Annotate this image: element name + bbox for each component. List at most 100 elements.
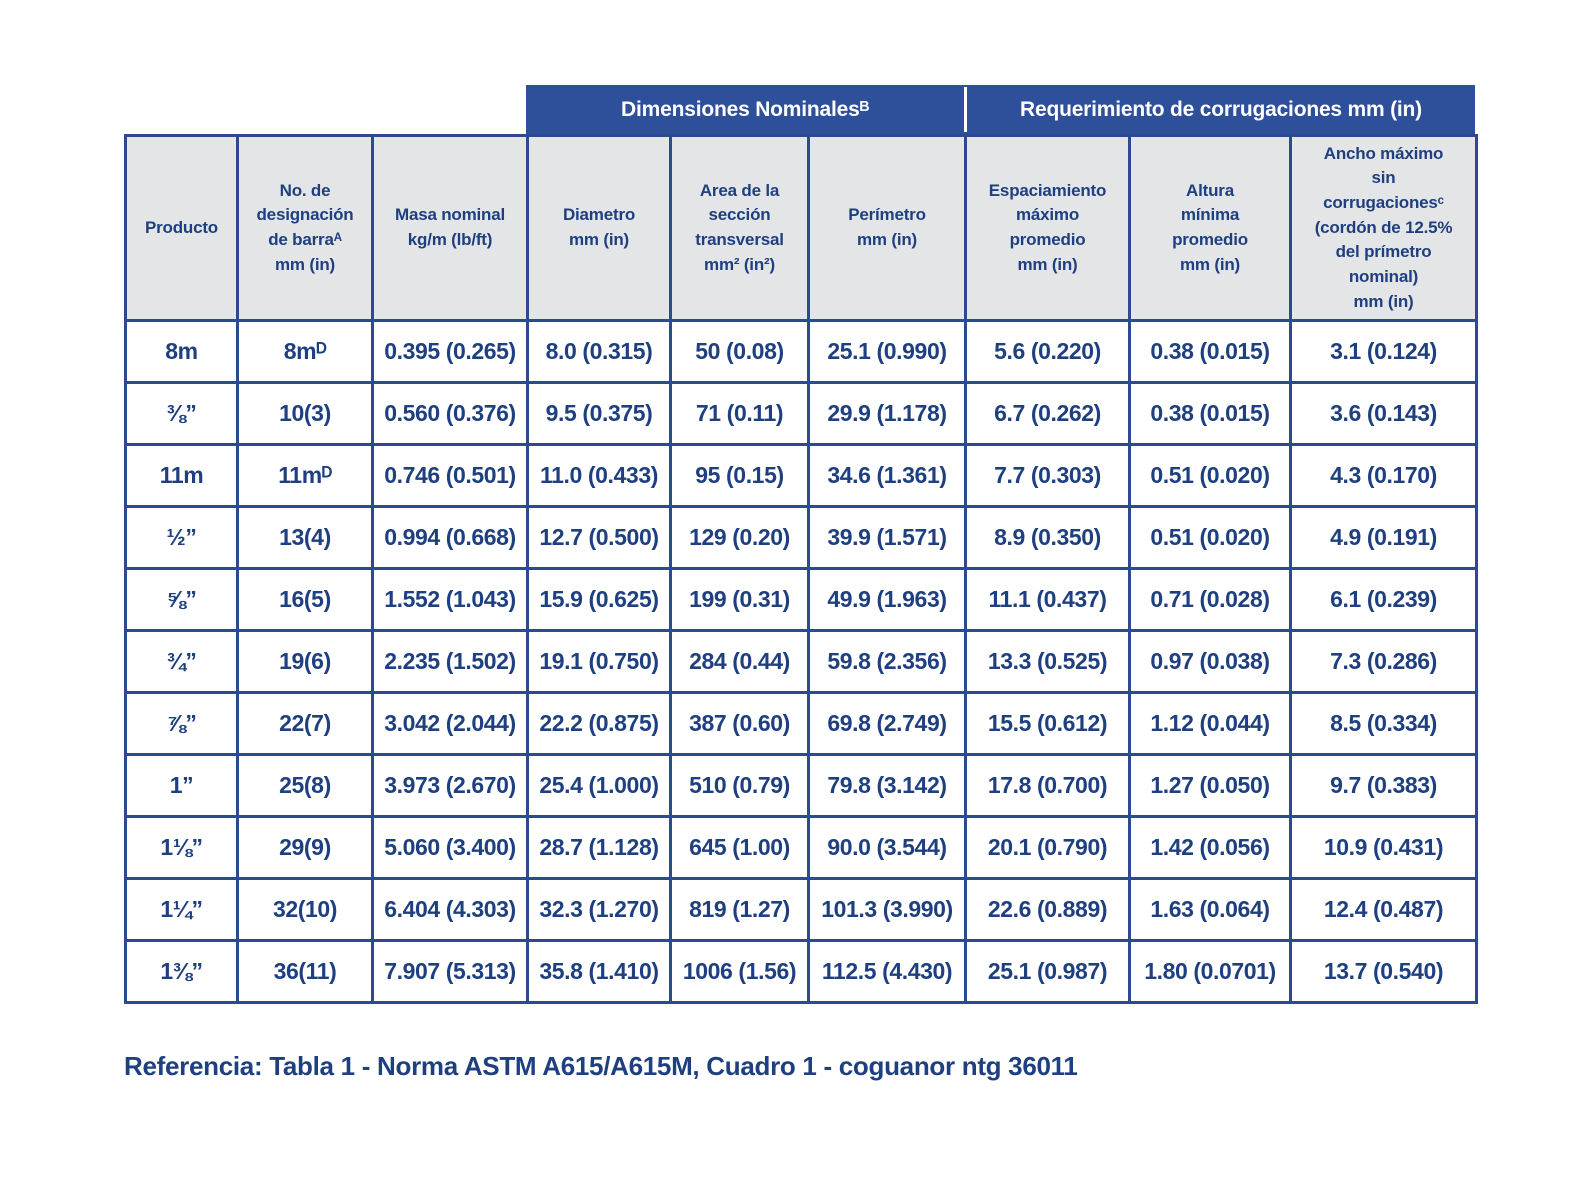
cell: 1006 (1.56) [669,939,810,1004]
table-row: 8m 8mᴰ 0.395 (0.265) 8.0 (0.315) 50 (0.08) 25… [124,319,1478,384]
cell: 1.42 (0.056) [1128,815,1292,880]
cell: 1.552 (1.043) [371,567,529,632]
table-head: Producto No. de designación de barraᴬ mm… [124,134,1478,322]
cell: ⅞” [124,691,239,756]
cell: ⅜” [124,381,239,446]
cell: 34.6 (1.361) [807,443,967,508]
table-row: ⅜” 10(3) 0.560 (0.376) 9.5 (0.375) 71 (0.11)… [124,381,1478,446]
cell: 8mᴰ [236,319,374,384]
header-row: Producto No. de designación de barraᴬ mm… [124,134,1478,322]
cell: 0.560 (0.376) [371,381,529,446]
cell: 0.51 (0.020) [1128,505,1292,570]
cell: 11.1 (0.437) [964,567,1131,632]
cell: 3.1 (0.124) [1289,319,1478,384]
cell: 7.7 (0.303) [964,443,1131,508]
cell: 19.1 (0.750) [526,629,672,694]
cell: 129 (0.20) [669,505,810,570]
cell: 25.1 (0.987) [964,939,1131,1004]
cell: 13.3 (0.525) [964,629,1131,694]
band-divider [964,87,967,132]
cell: 8.9 (0.350) [964,505,1131,570]
cell: 1⅜” [124,939,239,1004]
cell: 1.63 (0.064) [1128,877,1292,942]
table-row: ⅞” 22(7) 3.042 (2.044) 22.2 (0.875) 387 (0.6… [124,691,1478,756]
cell: 16(5) [236,567,374,632]
column-header-ancho-maximo: Ancho máximo sin corrugacionesᶜ (cordón … [1289,134,1478,322]
table-row: 1” 25(8) 3.973 (2.670) 25.4 (1.000) 510 (0.7… [124,753,1478,818]
column-header-diametro: Diametro mm (in) [526,134,672,322]
cell: 9.7 (0.383) [1289,753,1478,818]
cell: 50 (0.08) [669,319,810,384]
cell: 6.1 (0.239) [1289,567,1478,632]
cell: 5.060 (3.400) [371,815,529,880]
cell: 11.0 (0.433) [526,443,672,508]
cell: 8.5 (0.334) [1289,691,1478,756]
cell: 9.5 (0.375) [526,381,672,446]
cell: 71 (0.11) [669,381,810,446]
cell: 29.9 (1.178) [807,381,967,446]
cell: 7.3 (0.286) [1289,629,1478,694]
cell: 6.404 (4.303) [371,877,529,942]
cell: 6.7 (0.262) [964,381,1131,446]
cell: 4.9 (0.191) [1289,505,1478,570]
cell: 20.1 (0.790) [964,815,1131,880]
cell: 3.6 (0.143) [1289,381,1478,446]
cell: 59.8 (2.356) [807,629,967,694]
cell: 10(3) [236,381,374,446]
cell: 11mᴰ [236,443,374,508]
band-requerimiento-title: Requerimiento de corrugaciones mm (in) [1020,97,1422,121]
table-header-band: Dimensiones Nominalesᴮ Requerimiento de … [526,85,1475,134]
cell: 39.9 (1.571) [807,505,967,570]
cell: 35.8 (1.410) [526,939,672,1004]
column-header-altura: Altura mínima promedio mm (in) [1128,134,1292,322]
data-table: Producto No. de designación de barraᴬ mm… [124,134,1478,1004]
cell: 112.5 (4.430) [807,939,967,1004]
table-row: 1⅜” 36(11) 7.907 (5.313) 35.8 (1.410) 1006 (… [124,939,1478,1004]
cell: 0.38 (0.015) [1128,319,1292,384]
cell: 0.71 (0.028) [1128,567,1292,632]
cell: 49.9 (1.963) [807,567,967,632]
cell: 7.907 (5.313) [371,939,529,1004]
cell: 28.7 (1.128) [526,815,672,880]
cell: 22(7) [236,691,374,756]
cell: 1.80 (0.0701) [1128,939,1292,1004]
cell: 25(8) [236,753,374,818]
cell: 387 (0.60) [669,691,810,756]
cell: 199 (0.31) [669,567,810,632]
cell: 3.973 (2.670) [371,753,529,818]
cell: 1” [124,753,239,818]
cell: 95 (0.15) [669,443,810,508]
column-header-designacion: No. de designación de barraᴬ mm (in) [236,134,374,322]
cell: 1⅛” [124,815,239,880]
cell: 5.6 (0.220) [964,319,1131,384]
cell: 19(6) [236,629,374,694]
cell: 0.97 (0.038) [1128,629,1292,694]
rebar-spec-table: Dimensiones Nominalesᴮ Requerimiento de … [124,85,1478,1004]
cell: 645 (1.00) [669,815,810,880]
cell: 2.235 (1.502) [371,629,529,694]
table-row: 11m 11mᴰ 0.746 (0.501) 11.0 (0.433) 95 (0.15… [124,443,1478,508]
cell: 79.8 (3.142) [807,753,967,818]
band-dimensiones-title: Dimensiones Nominalesᴮ [621,97,869,121]
cell: 0.994 (0.668) [371,505,529,570]
reference-note: Referencia: Tabla 1 - Norma ASTM A615/A6… [124,1051,1078,1081]
cell: 510 (0.79) [669,753,810,818]
column-header-espaciamiento: Espaciamiento máximo promedio mm (in) [964,134,1131,322]
cell: 15.9 (0.625) [526,567,672,632]
cell: 12.4 (0.487) [1289,877,1478,942]
cell: 22.6 (0.889) [964,877,1131,942]
cell: 0.51 (0.020) [1128,443,1292,508]
table-row: ½” 13(4) 0.994 (0.668) 12.7 (0.500) 129 (0.2… [124,505,1478,570]
cell: 25.1 (0.990) [807,319,967,384]
table-row: 1¼” 32(10) 6.404 (4.303) 32.3 (1.270) 819 (1… [124,877,1478,942]
cell: ½” [124,505,239,570]
cell: 1.27 (0.050) [1128,753,1292,818]
cell: 13(4) [236,505,374,570]
cell: 25.4 (1.000) [526,753,672,818]
column-header-area: Area de la sección transversal mm² (in²) [669,134,810,322]
cell: 3.042 (2.044) [371,691,529,756]
cell: ¾” [124,629,239,694]
cell: 8m [124,319,239,384]
cell: 819 (1.27) [669,877,810,942]
